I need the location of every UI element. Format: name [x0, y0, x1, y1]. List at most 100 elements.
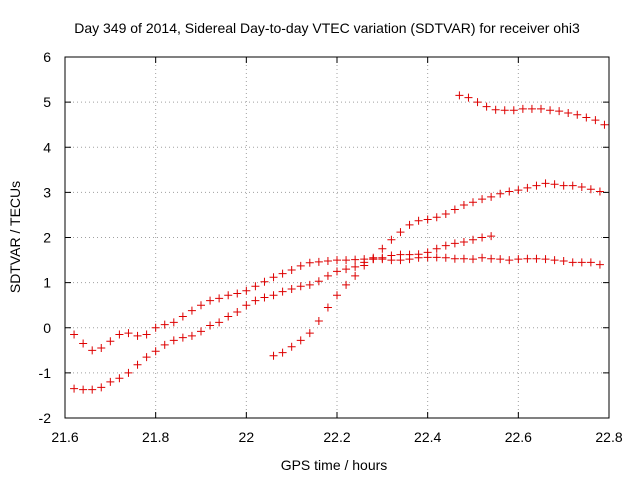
data-point-marker [550, 256, 559, 265]
x-axis-label: GPS time / hours [281, 457, 388, 473]
data-point-marker [582, 113, 591, 122]
data-point-marker [514, 186, 523, 195]
data-point-marker [233, 289, 242, 298]
data-point-marker [305, 258, 314, 267]
y-tick-label: 5 [43, 94, 51, 110]
data-point-marker [169, 318, 178, 327]
y-tick-labels: -2 -1 0 1 2 3 4 5 6 [39, 49, 52, 426]
data-point-marker [568, 258, 577, 267]
data-point-marker [369, 253, 378, 262]
data-point-marker [432, 244, 441, 253]
data-point-marker [106, 377, 115, 386]
data-point-marker [351, 255, 360, 264]
data-point-marker [600, 120, 609, 129]
data-point-marker [423, 215, 432, 224]
y-tick-label: -1 [39, 365, 52, 381]
x-tick-label: 22.8 [595, 429, 622, 445]
data-point-marker [523, 183, 532, 192]
data-point-marker [459, 238, 468, 247]
data-point-marker [487, 232, 496, 241]
data-point-marker [568, 181, 577, 190]
data-point-marker [215, 318, 224, 327]
data-point-marker [478, 233, 487, 242]
data-point-marker [469, 198, 477, 207]
data-point-marker [423, 248, 432, 257]
data-point-marker [115, 374, 124, 383]
data-point-marker [251, 282, 260, 291]
data-point-marker [142, 353, 151, 362]
data-point-marker [496, 189, 505, 198]
data-point-marker [187, 331, 196, 340]
data-point-marker [79, 339, 88, 348]
data-point-marker [577, 182, 586, 191]
data-point-marker [396, 250, 405, 259]
data-point-marker [478, 195, 487, 204]
data-point-marker [509, 106, 518, 115]
data-series [70, 91, 609, 394]
y-tick-label: -2 [39, 410, 52, 426]
data-point-marker [97, 344, 106, 353]
data-point-marker [351, 262, 360, 271]
data-point-marker [342, 256, 351, 265]
data-point-marker [305, 329, 314, 338]
data-point-marker [586, 258, 595, 267]
y-tick-label: 2 [43, 230, 51, 246]
data-point-marker [233, 307, 242, 316]
data-point-marker [323, 271, 332, 280]
data-point-marker [142, 330, 151, 339]
data-point-marker [197, 327, 205, 336]
x-tick-labels: 21.6 21.8 22 22.2 22.4 22.6 22.8 [51, 429, 622, 445]
data-point-marker [296, 336, 305, 345]
data-point-marker [482, 102, 491, 111]
data-point-marker [151, 347, 160, 356]
data-point-marker [541, 179, 550, 188]
data-point-marker [278, 269, 287, 278]
data-point-marker [278, 287, 287, 296]
data-point-marker [532, 254, 541, 263]
data-point-marker [260, 293, 269, 302]
data-point-marker [441, 253, 450, 262]
data-point-marker [160, 320, 169, 329]
data-point-marker [333, 256, 341, 265]
data-point-marker [133, 360, 142, 369]
data-point-marker [546, 106, 555, 115]
data-point-marker [387, 251, 396, 260]
x-tick-label: 22.6 [505, 429, 532, 445]
data-point-marker [459, 254, 468, 263]
data-point-marker [441, 210, 450, 219]
data-point-marker [333, 291, 341, 300]
data-point-marker [79, 385, 88, 394]
data-point-marker [197, 301, 205, 310]
data-point-marker [70, 330, 79, 339]
data-point-marker [496, 255, 505, 264]
series-2 [70, 232, 496, 394]
data-point-marker [537, 104, 545, 113]
data-point-marker [260, 277, 269, 286]
data-point-marker [455, 91, 464, 100]
data-point-marker [242, 286, 251, 295]
data-point-marker [505, 187, 514, 196]
data-point-marker [287, 265, 296, 274]
data-point-marker [106, 337, 115, 346]
data-point-marker [464, 93, 473, 102]
series-4 [455, 91, 609, 129]
data-point-marker [541, 255, 550, 264]
data-point-marker [360, 261, 369, 270]
data-point-marker [473, 98, 482, 107]
data-point-marker [70, 384, 79, 393]
data-point-marker [187, 306, 196, 315]
data-point-marker [151, 323, 160, 332]
data-point-marker [178, 312, 187, 321]
data-point-marker [378, 253, 387, 262]
x-tick-label: 22.2 [323, 429, 350, 445]
data-point-marker [305, 280, 314, 289]
data-point-marker [487, 254, 496, 263]
data-point-marker [351, 271, 360, 280]
data-point-marker [242, 301, 251, 310]
x-tick-label: 21.8 [142, 429, 169, 445]
data-point-marker [178, 333, 187, 342]
chart-title: Day 349 of 2014, Sidereal Day-to-day VTE… [74, 20, 580, 36]
data-point-marker [342, 280, 351, 289]
data-point-marker [432, 253, 441, 262]
data-point-marker [450, 205, 459, 214]
